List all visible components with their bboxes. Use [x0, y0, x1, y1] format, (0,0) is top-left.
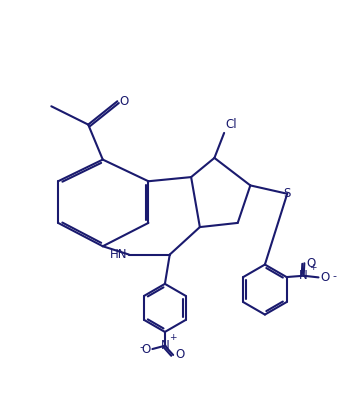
Text: O: O	[175, 348, 184, 361]
Text: O: O	[141, 342, 151, 356]
Text: -: -	[140, 342, 144, 352]
Text: +: +	[170, 333, 177, 342]
Text: S: S	[283, 187, 291, 200]
Text: +: +	[309, 263, 316, 273]
Text: O: O	[320, 271, 330, 284]
Text: O: O	[306, 257, 316, 270]
Text: Cl: Cl	[226, 118, 237, 131]
Text: O: O	[120, 95, 129, 108]
Text: HN: HN	[110, 248, 127, 261]
Text: N: N	[299, 269, 308, 282]
Text: -: -	[332, 271, 336, 281]
Text: N: N	[161, 339, 169, 352]
